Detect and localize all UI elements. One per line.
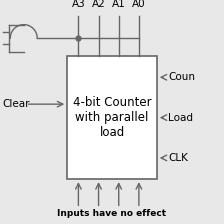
Text: A0: A0 — [132, 0, 146, 9]
Text: Coun: Coun — [168, 72, 195, 82]
Text: A3: A3 — [71, 0, 85, 9]
Text: Inputs have no effect: Inputs have no effect — [57, 209, 167, 218]
Text: A2: A2 — [92, 0, 106, 9]
Text: Clear: Clear — [2, 99, 30, 109]
Text: CLK: CLK — [168, 153, 188, 163]
Text: A1: A1 — [112, 0, 126, 9]
Text: Load: Load — [168, 113, 193, 123]
Bar — [67, 56, 157, 179]
Text: 4-bit Counter
with parallel
load: 4-bit Counter with parallel load — [73, 96, 151, 139]
